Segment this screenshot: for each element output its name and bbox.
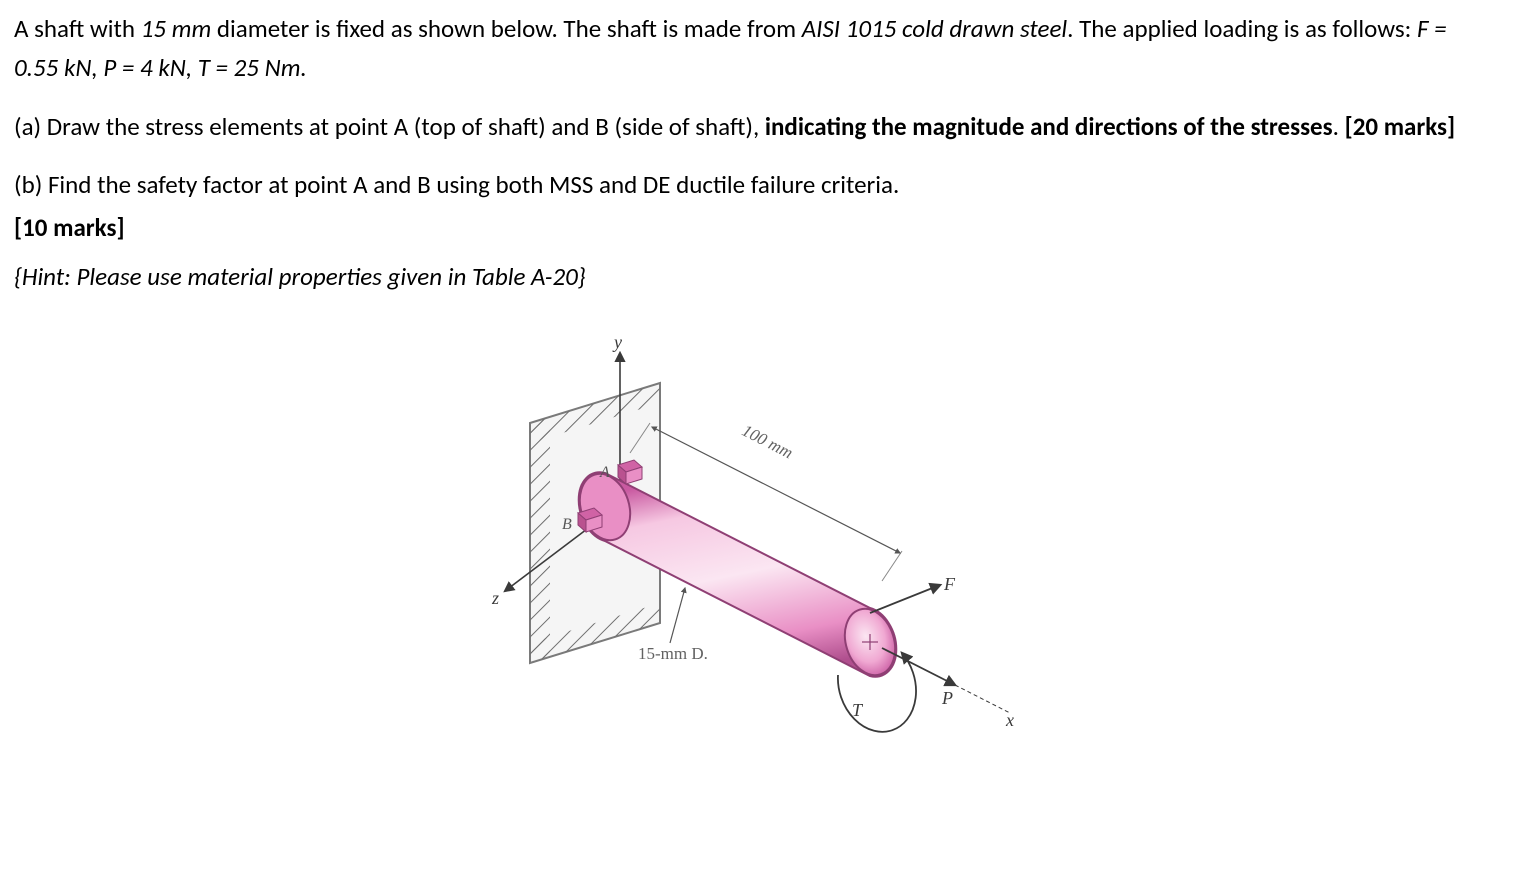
shaft-figure: y z x A B F P T 100 mm 15-mm D.	[470, 323, 1030, 753]
intro-paragraph: A shaft with 15 mm diameter is fixed as …	[14, 10, 1486, 88]
diameter-dimension	[670, 588, 685, 643]
part-b-marks-line: [10 marks]	[14, 209, 1486, 248]
point-a-label: A	[600, 461, 610, 486]
x-axis-line	[955, 685, 1010, 713]
part-b-marks: [10 marks]	[14, 212, 125, 243]
diameter-value: 15 mm	[141, 13, 212, 44]
axis-y-label: y	[614, 329, 622, 357]
part-a-prefix: (a) Draw the stress elements at point A …	[14, 111, 765, 142]
hint-paragraph: {Hint: Please use material properties gi…	[14, 258, 1486, 297]
torque-t-label: T	[852, 697, 862, 725]
material-name: AISI 1015 cold drawn steel	[802, 13, 1067, 44]
part-a-marks: [20 marks]	[1345, 111, 1456, 142]
force-f-arrow	[870, 585, 940, 613]
force-f-label: F	[944, 571, 955, 599]
intro-text-3: . The applied loading is as follows:	[1067, 13, 1417, 44]
point-b-marker	[578, 508, 602, 532]
dia-dim-label: 15-mm D.	[638, 641, 708, 667]
intro-text-1: A shaft with	[14, 13, 141, 44]
point-b-label: B	[562, 513, 572, 538]
figure-container: y z x A B F P T 100 mm 15-mm D.	[14, 323, 1486, 765]
problem-page: A shaft with 15 mm diameter is fixed as …	[0, 0, 1516, 774]
part-a-suffix: .	[1333, 111, 1345, 142]
part-b-text: (b) Find the safety factor at point A an…	[14, 169, 899, 200]
part-b-paragraph: (b) Find the safety factor at point A an…	[14, 166, 1486, 205]
part-a-bold: indicating the magnitude and directions …	[765, 111, 1333, 142]
axis-z-label: z	[492, 585, 499, 613]
point-a-marker	[618, 460, 642, 484]
axis-x-label: x	[1006, 707, 1014, 735]
force-p-label: P	[942, 685, 953, 713]
intro-text-2: diameter is fixed as shown below. The sh…	[211, 13, 801, 44]
part-a-paragraph: (a) Draw the stress elements at point A …	[14, 108, 1486, 147]
hint-text: {Hint: Please use material properties gi…	[14, 261, 586, 292]
